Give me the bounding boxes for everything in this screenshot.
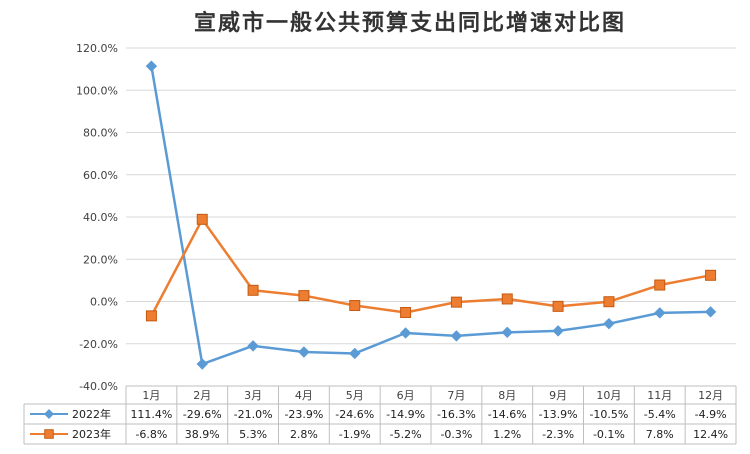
y-tick-label: 20.0% bbox=[83, 253, 118, 266]
data-table-cell: -14.9% bbox=[386, 408, 425, 421]
series-lines bbox=[145, 60, 717, 370]
x-tick-label: 10月 bbox=[596, 389, 621, 402]
data-point bbox=[298, 290, 310, 302]
data-table-cell: 5.3% bbox=[239, 428, 267, 441]
data-point bbox=[705, 269, 717, 281]
data-point bbox=[349, 300, 361, 312]
x-tick-label: 5月 bbox=[346, 389, 364, 402]
x-tick-label: 11月 bbox=[647, 389, 672, 402]
data-table-cell: -5.4% bbox=[644, 408, 676, 421]
y-tick-label: -40.0% bbox=[79, 380, 118, 393]
data-table-cell: 2.8% bbox=[290, 428, 318, 441]
data-table-cell: 12.4% bbox=[693, 428, 728, 441]
x-tick-label: 3月 bbox=[244, 389, 262, 402]
x-tick-label: 2月 bbox=[193, 389, 211, 402]
data-table-cell: -5.2% bbox=[390, 428, 422, 441]
data-point bbox=[145, 310, 157, 322]
y-tick-label: -20.0% bbox=[79, 338, 118, 351]
data-table-cell: -6.8% bbox=[135, 428, 167, 441]
data-point bbox=[399, 327, 412, 339]
data-table-cell: -21.0% bbox=[234, 408, 273, 421]
data-table-cell: -1.9% bbox=[339, 428, 371, 441]
data-point bbox=[552, 325, 564, 337]
y-tick-label: 60.0% bbox=[83, 169, 118, 182]
data-point bbox=[450, 330, 463, 342]
data-table-cell: -13.9% bbox=[539, 408, 578, 421]
data-table-cell: -29.6% bbox=[183, 408, 222, 421]
data-table-cell: -16.3% bbox=[437, 408, 476, 421]
legend-key-marker bbox=[44, 429, 54, 439]
x-tick-label: 9月 bbox=[549, 389, 567, 402]
data-point bbox=[196, 358, 208, 370]
data-point bbox=[196, 213, 208, 225]
x-tick-label: 4月 bbox=[295, 389, 313, 402]
x-tick-label: 7月 bbox=[447, 389, 465, 402]
x-tick-label: 1月 bbox=[142, 389, 160, 402]
data-table-cell: -24.6% bbox=[335, 408, 374, 421]
data-table-cell: -4.9% bbox=[695, 408, 727, 421]
data-table-cell: -0.3% bbox=[440, 428, 472, 441]
x-tick-label: 8月 bbox=[498, 389, 516, 402]
data-point bbox=[654, 307, 666, 319]
chart-title: 宣威市一般公共预算支出同比增速对比图 bbox=[194, 10, 626, 36]
series-line bbox=[150, 218, 711, 317]
series-line bbox=[150, 65, 711, 366]
data-table-cell: 38.9% bbox=[185, 428, 220, 441]
data-table-cell: 7.8% bbox=[646, 428, 674, 441]
y-tick-label: 40.0% bbox=[83, 211, 118, 224]
data-point bbox=[501, 326, 513, 339]
data-table-cell: 111.4% bbox=[130, 408, 172, 421]
data-point bbox=[704, 306, 717, 318]
data-point bbox=[247, 284, 259, 296]
data-table-cell: -0.1% bbox=[593, 428, 625, 441]
x-tick-label: 12月 bbox=[698, 389, 723, 402]
data-point bbox=[552, 300, 564, 312]
data-table-cell: -23.9% bbox=[284, 408, 323, 421]
legend-series-name: 2023年 bbox=[72, 427, 111, 441]
data-table-cell: -2.3% bbox=[542, 428, 574, 441]
y-tick-label: 100.0% bbox=[76, 84, 118, 97]
y-tick-label: 80.0% bbox=[83, 127, 118, 140]
legend-key-marker bbox=[44, 409, 54, 419]
legend-series-name: 2022年 bbox=[72, 407, 111, 421]
data-point bbox=[400, 306, 412, 318]
x-tick-label: 6月 bbox=[397, 389, 415, 402]
data-point bbox=[603, 296, 615, 308]
data-point bbox=[501, 293, 513, 305]
y-tick-label: 0.0% bbox=[90, 296, 118, 309]
data-table-cell: -10.5% bbox=[589, 408, 628, 421]
data-table: 1月 2月 3月 4月 5月 6月 7月 8月 9月 10月 11月 12月 2022年 111.4% -2… bbox=[23, 385, 737, 445]
data-table-cell: 1.2% bbox=[493, 428, 521, 441]
data-point bbox=[247, 340, 259, 352]
data-point bbox=[654, 279, 666, 291]
data-point bbox=[603, 317, 615, 330]
y-axis-ticks: 120.0% 100.0% 80.0% 60.0% 40.0% 20.0% 0.0% -20.… bbox=[76, 42, 118, 393]
data-point bbox=[298, 346, 310, 358]
y-tick-label: 120.0% bbox=[76, 42, 118, 55]
data-table-cell: -14.6% bbox=[488, 408, 527, 421]
data-point bbox=[349, 347, 361, 360]
data-point bbox=[450, 296, 462, 308]
data-point bbox=[145, 60, 158, 72]
